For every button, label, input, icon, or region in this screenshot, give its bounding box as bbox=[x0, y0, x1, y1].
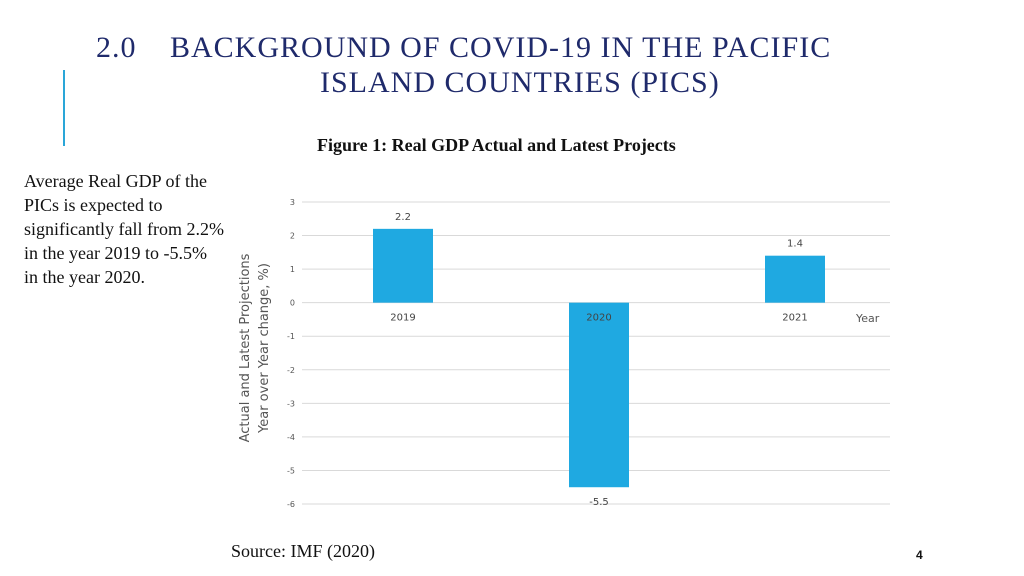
x-category-label: 2020 bbox=[586, 313, 611, 324]
accent-bar bbox=[63, 70, 65, 146]
y-axis-ticks: 3 2 1 0 -1 -2 -3 -4 -5 -6 bbox=[287, 198, 295, 509]
bar-2020 bbox=[569, 302, 629, 488]
slide-title: 2.0 BACKGROUND OF COVID-19 IN THE PACIFIC… bbox=[96, 30, 976, 100]
data-label-2020: -5.5 bbox=[589, 497, 609, 508]
y-axis-label-line1: Actual and Latest Projections bbox=[238, 253, 253, 442]
x-category-label: 2021 bbox=[782, 313, 807, 324]
y-tick-label: 2 bbox=[290, 232, 295, 241]
y-tick-label: -5 bbox=[287, 466, 295, 475]
title-line-1: BACKGROUND OF COVID-19 IN THE PACIFIC bbox=[170, 31, 832, 64]
bar-2019 bbox=[373, 228, 433, 303]
page-number: 4 bbox=[916, 548, 923, 562]
chart-bars bbox=[373, 228, 825, 488]
y-tick-label: -3 bbox=[287, 399, 295, 408]
x-category-label: 2019 bbox=[390, 313, 415, 324]
y-tick-label: -1 bbox=[287, 332, 295, 341]
x-axis-categories: 2019 2020 2021 bbox=[390, 313, 807, 324]
x-axis-label: Year bbox=[855, 312, 880, 325]
data-labels: 2.2 -5.5 1.4 bbox=[395, 212, 803, 508]
side-description: Average Real GDP of the PICs is expected… bbox=[24, 171, 224, 287]
data-label-2019: 2.2 bbox=[395, 212, 411, 223]
y-tick-label: -4 bbox=[287, 433, 295, 442]
data-label-2021: 1.4 bbox=[787, 239, 803, 250]
figure-caption: Figure 1: Real GDP Actual and Latest Pro… bbox=[317, 135, 676, 155]
y-tick-label: -2 bbox=[287, 366, 295, 375]
y-tick-label: 3 bbox=[290, 198, 295, 207]
y-tick-label: -6 bbox=[287, 500, 295, 509]
title-line-2: ISLAND COUNTRIES (PICS) bbox=[320, 66, 720, 99]
source-note: Source: IMF (2020) bbox=[231, 541, 375, 561]
y-tick-label: 1 bbox=[290, 265, 295, 274]
bar-2021 bbox=[765, 255, 825, 303]
y-axis-label-line2: Year over Year change, %) bbox=[257, 263, 272, 434]
y-tick-label: 0 bbox=[290, 299, 295, 308]
section-number: 2.0 bbox=[96, 31, 137, 64]
